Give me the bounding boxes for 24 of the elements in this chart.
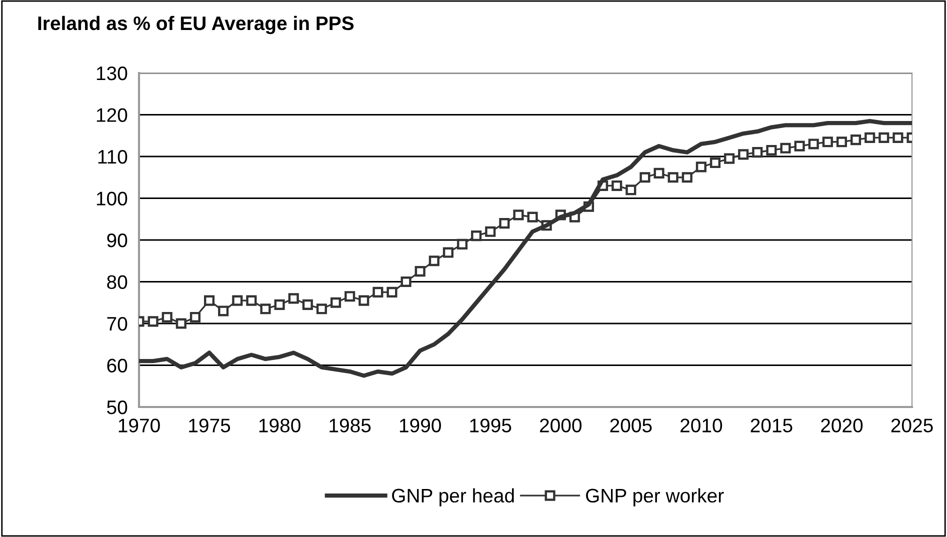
y-tick-label: 70 xyxy=(107,316,128,331)
x-tick-label: 1995 xyxy=(470,418,512,432)
x-tick-label: 1970 xyxy=(118,418,160,432)
y-tick-label: 50 xyxy=(107,400,128,414)
x-tick-label: 1990 xyxy=(400,418,441,432)
y-tick-label: 120 xyxy=(96,108,128,122)
y-tick-label: 60 xyxy=(107,358,128,372)
x-tick-label: 2015 xyxy=(750,418,792,432)
legend-label: GNP per head xyxy=(392,488,514,506)
x-tick-label: 2005 xyxy=(610,418,652,432)
x-tick-label: 1975 xyxy=(189,418,230,432)
x-tick-label: 2025 xyxy=(891,418,933,432)
x-tick-label: 2000 xyxy=(540,418,582,432)
chart-title: Ireland as % of EU Average in PPS xyxy=(38,16,354,34)
x-tick-label: 1980 xyxy=(259,418,300,432)
x-tick-label: 2010 xyxy=(680,418,722,432)
x-tick-label: 1985 xyxy=(330,418,371,432)
y-tick-label: 90 xyxy=(107,233,128,248)
x-tick-label: 2020 xyxy=(821,418,863,432)
y-tick-label: 130 xyxy=(96,66,128,80)
legend-label: GNP per worker xyxy=(586,488,724,506)
y-tick-label: 100 xyxy=(96,192,128,206)
y-tick-label: 80 xyxy=(107,275,128,289)
y-tick-label: 110 xyxy=(98,150,128,164)
